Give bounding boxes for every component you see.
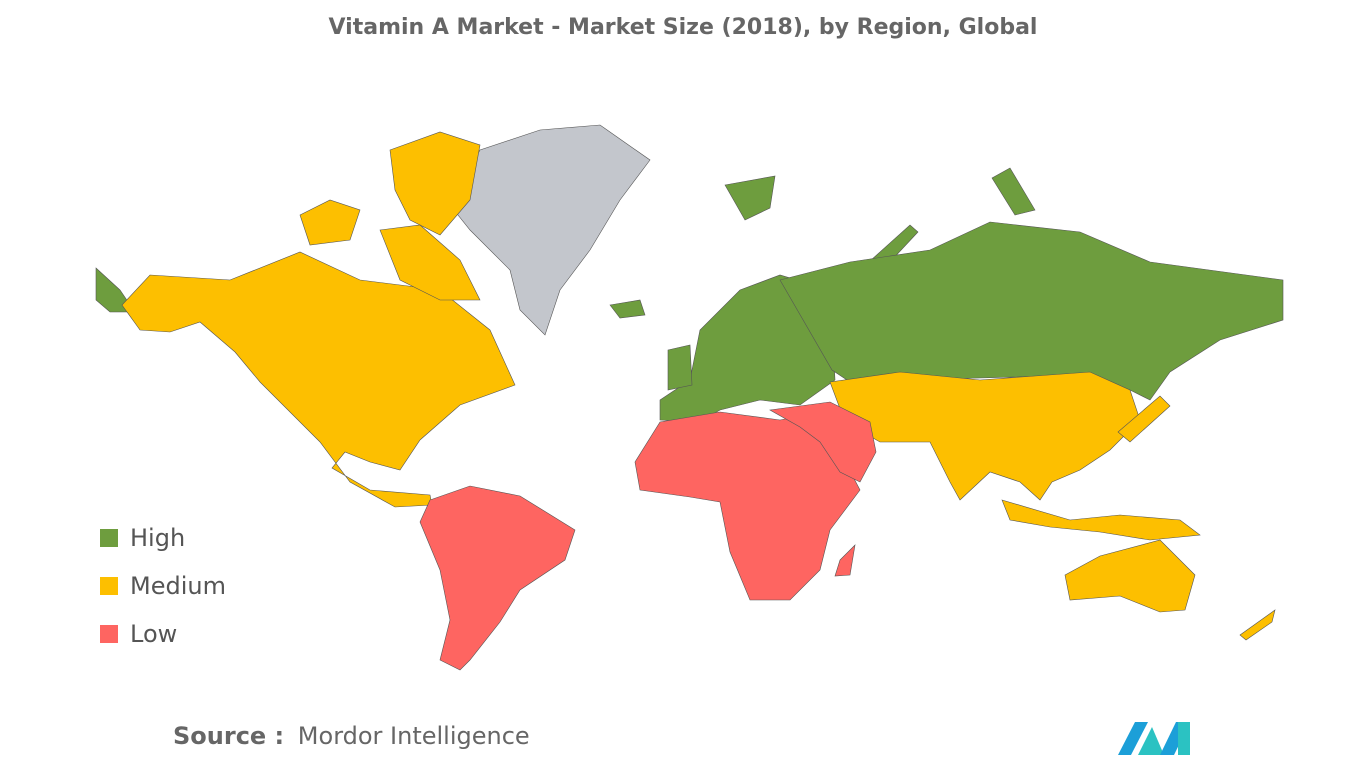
region-medium [389, 131, 481, 236]
region-high [724, 175, 776, 221]
region-medium [1064, 539, 1196, 613]
region-medium [1239, 609, 1276, 641]
region-low [769, 401, 877, 483]
region-high [667, 344, 693, 391]
region-high [609, 299, 646, 319]
world-map [95, 124, 1284, 671]
source-prefix: Source : [173, 722, 284, 750]
region-medium [121, 251, 516, 508]
region-medium [1001, 499, 1201, 541]
region-medium [299, 199, 361, 246]
region-high [991, 167, 1036, 216]
legend-swatch [100, 625, 118, 643]
legend-swatch [100, 529, 118, 547]
region-high [95, 267, 136, 313]
region-medium [829, 371, 1141, 501]
legend-swatch [100, 577, 118, 595]
region-medium [379, 224, 481, 301]
region-low [834, 544, 856, 577]
legend-label: Low [130, 620, 177, 648]
legend-label: High [130, 524, 185, 552]
legend-label: Medium [130, 572, 226, 600]
legend: High Medium Low [100, 524, 226, 648]
region-medium [1117, 395, 1171, 443]
region-low [419, 485, 576, 671]
greenland [449, 124, 651, 336]
region-high [779, 221, 1284, 401]
region-low [634, 411, 861, 601]
source-text: Mordor Intelligence [298, 722, 530, 750]
source: Source : Mordor Intelligence [173, 722, 530, 750]
title: Vitamin A Market - Market Size (2018), b… [329, 15, 1038, 40]
logo [1118, 722, 1190, 755]
